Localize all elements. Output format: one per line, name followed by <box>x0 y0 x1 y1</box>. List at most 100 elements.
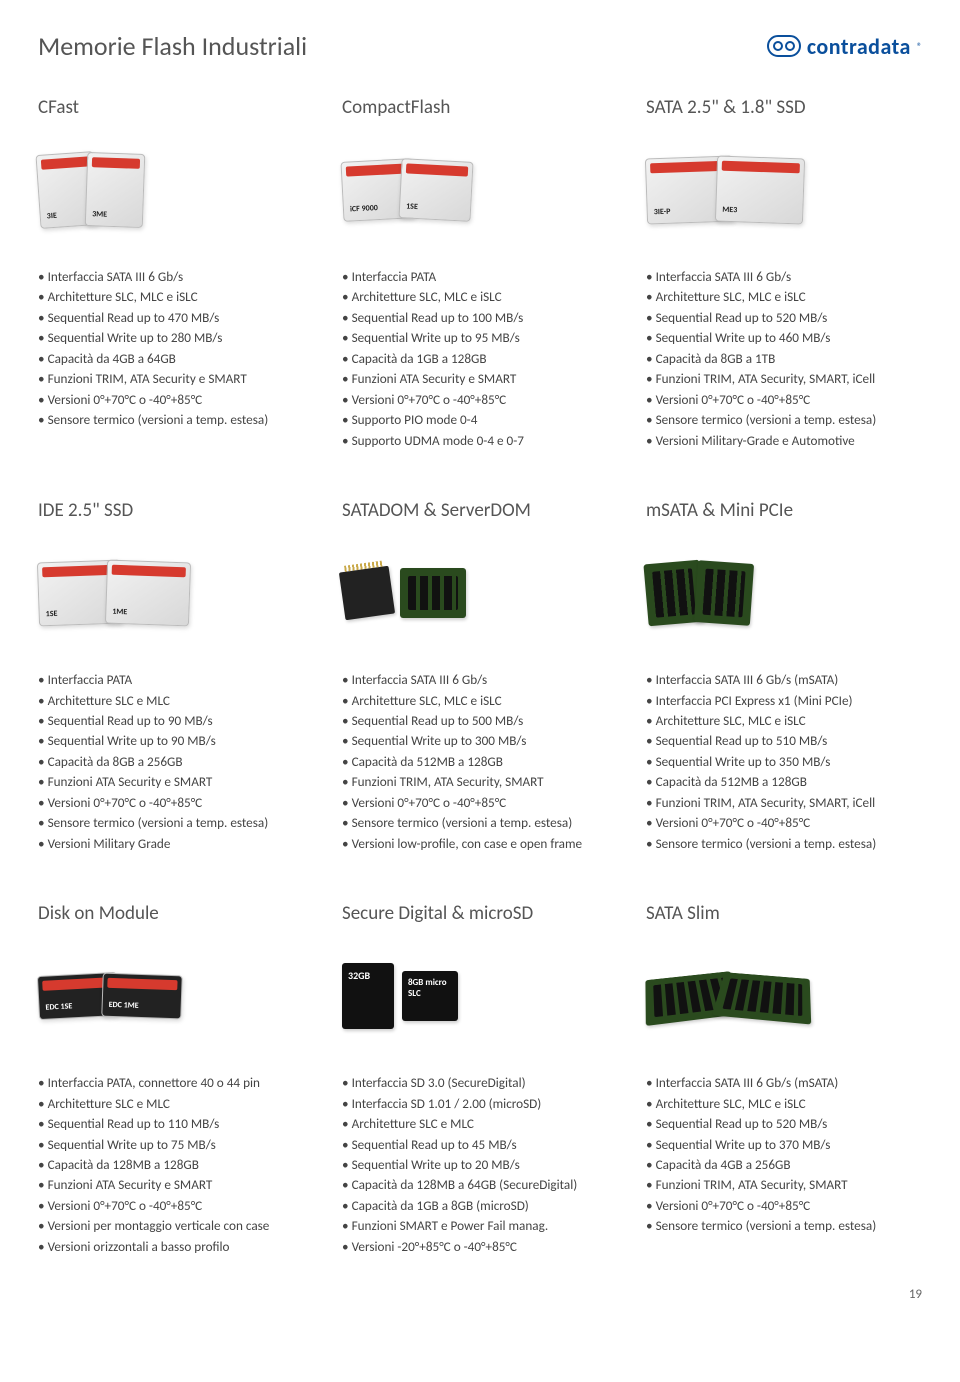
spec-item: Interfaccia SATA III 6 Gb/s <box>646 267 922 287</box>
spec-list: Interfaccia PATA Architetture SLC e MLC … <box>38 670 314 854</box>
product-image: 3IE-P ME3 <box>646 135 922 245</box>
spec-item: Funzioni TRIM, ATA Security, SMART, iCel… <box>646 793 922 813</box>
spec-list: Interfaccia SD 3.0 (SecureDigital) Inter… <box>342 1073 618 1257</box>
product-image: EDC 1SE EDC 1ME <box>38 941 314 1051</box>
spec-item: Sequential Read up to 500 MB/s <box>342 711 618 731</box>
spec-item: Capacità da 8GB a 256GB <box>38 752 314 772</box>
spec-list: Interfaccia SATA III 6 Gb/s (mSATA) Inte… <box>646 670 922 854</box>
product-image <box>646 538 922 648</box>
spec-item: Interfaccia SATA III 6 Gb/s <box>38 267 314 287</box>
spec-item: Architetture SLC, MLC e iSLC <box>646 1094 922 1114</box>
product-grid: CFast 3IE 3ME Interfaccia SATA III 6 Gb/… <box>38 96 922 1257</box>
spec-item: Architetture SLC, MLC e iSLC <box>342 287 618 307</box>
spec-item: Sequential Read up to 100 MB/s <box>342 308 618 328</box>
spec-item: Versioni 0°+70°C o -40°+85°C <box>342 793 618 813</box>
spec-item: Capacità da 512MB a 128GB <box>342 752 618 772</box>
spec-item: Funzioni TRIM, ATA Security, SMART <box>342 772 618 792</box>
spec-item: Capacità da 128MB a 64GB (SecureDigital) <box>342 1175 618 1195</box>
spec-item: Architetture SLC, MLC e iSLC <box>646 711 922 731</box>
product-image <box>342 538 618 648</box>
spec-item: Sequential Write up to 90 MB/s <box>38 731 314 751</box>
brand-name: contradata <box>807 33 911 60</box>
spec-item: Versioni 0°+70°C o -40°+85°C <box>342 390 618 410</box>
spec-item: Architetture SLC, MLC e iSLC <box>342 691 618 711</box>
spec-item: Versioni 0°+70°C o -40°+85°C <box>38 390 314 410</box>
spec-item: Sequential Write up to 20 MB/s <box>342 1155 618 1175</box>
spec-list: Interfaccia PATA Architetture SLC, MLC e… <box>342 267 618 451</box>
spec-item: Sequential Write up to 280 MB/s <box>38 328 314 348</box>
cell-sd: Secure Digital & microSD 32GB 8GB microS… <box>342 902 618 1257</box>
spec-item: Supporto PIO mode 0-4 <box>342 410 618 430</box>
header: Memorie Flash Industriali contradata ® <box>38 30 922 62</box>
cell-title: mSATA & Mini PCIe <box>646 499 922 522</box>
spec-item: Versioni 0°+70°C o -40°+85°C <box>646 390 922 410</box>
cell-title: Disk on Module <box>38 902 314 925</box>
spec-item: Sequential Read up to 510 MB/s <box>646 731 922 751</box>
spec-list: Interfaccia SATA III 6 Gb/s Architetture… <box>38 267 314 431</box>
spec-list: Interfaccia PATA, connettore 40 o 44 pin… <box>38 1073 314 1257</box>
spec-item: Funzioni ATA Security e SMART <box>38 1175 314 1195</box>
spec-item: Architetture SLC e MLC <box>38 1094 314 1114</box>
brand-icon <box>767 35 801 57</box>
cell-title: SATADOM & ServerDOM <box>342 499 618 522</box>
cell-title: SATA 2.5" & 1.8" SSD <box>646 96 922 119</box>
spec-item: Sequential Read up to 45 MB/s <box>342 1135 618 1155</box>
spec-item: Funzioni TRIM, ATA Security e SMART <box>38 369 314 389</box>
spec-item: Versioni Military Grade <box>38 834 314 854</box>
spec-item: Capacità da 8GB a 1TB <box>646 349 922 369</box>
cell-title: IDE 2.5" SSD <box>38 499 314 522</box>
spec-item: Sensore termico (versioni a temp. estesa… <box>342 813 618 833</box>
cell-msata: mSATA & Mini PCIe Interfaccia SATA III 6… <box>646 499 922 854</box>
page-title: Memorie Flash Industriali <box>38 30 307 62</box>
spec-item: Capacità da 1GB a 8GB (microSD) <box>342 1196 618 1216</box>
registered-mark: ® <box>917 40 922 53</box>
spec-item: Sensore termico (versioni a temp. estesa… <box>38 410 314 430</box>
spec-list: Interfaccia SATA III 6 Gb/s Architetture… <box>342 670 618 854</box>
spec-item: Interfaccia PATA <box>38 670 314 690</box>
spec-item: Architetture SLC, MLC e iSLC <box>38 287 314 307</box>
spec-item: Sequential Read up to 520 MB/s <box>646 308 922 328</box>
spec-item: Sensore termico (versioni a temp. estesa… <box>646 834 922 854</box>
product-image <box>646 941 922 1051</box>
product-image: 1SE 1ME <box>38 538 314 648</box>
spec-item: Versioni 0°+70°C o -40°+85°C <box>646 1196 922 1216</box>
page-number: 19 <box>38 1287 922 1302</box>
spec-item: Capacità da 4GB a 64GB <box>38 349 314 369</box>
spec-item: Versioni Military-Grade e Automotive <box>646 431 922 451</box>
spec-item: Funzioni ATA Security e SMART <box>38 772 314 792</box>
spec-item: Versioni low-profile, con case e open fr… <box>342 834 618 854</box>
spec-item: Sequential Write up to 300 MB/s <box>342 731 618 751</box>
cell-title: Secure Digital & microSD <box>342 902 618 925</box>
spec-item: Sequential Write up to 350 MB/s <box>646 752 922 772</box>
spec-item: Sequential Write up to 460 MB/s <box>646 328 922 348</box>
spec-item: Sequential Write up to 95 MB/s <box>342 328 618 348</box>
spec-item: Sequential Read up to 110 MB/s <box>38 1114 314 1134</box>
cell-sata-slim: SATA Slim Interfaccia SATA III 6 Gb/s (m… <box>646 902 922 1257</box>
spec-item: Sequential Read up to 470 MB/s <box>38 308 314 328</box>
spec-item: Interfaccia SD 1.01 / 2.00 (microSD) <box>342 1094 618 1114</box>
spec-item: Architetture SLC e MLC <box>38 691 314 711</box>
spec-item: Architetture SLC e MLC <box>342 1114 618 1134</box>
spec-item: Funzioni ATA Security e SMART <box>342 369 618 389</box>
spec-list: Interfaccia SATA III 6 Gb/s Architetture… <box>646 267 922 451</box>
spec-item: Sensore termico (versioni a temp. estesa… <box>646 1216 922 1236</box>
cell-sata-ssd: SATA 2.5" & 1.8" SSD 3IE-P ME3 Interfacc… <box>646 96 922 451</box>
spec-item: Funzioni SMART e Power Fail manag. <box>342 1216 618 1236</box>
spec-item: Versioni 0°+70°C o -40°+85°C <box>38 1196 314 1216</box>
cell-title: CFast <box>38 96 314 119</box>
cell-compactflash: CompactFlash iCF 9000 1SE Interfaccia PA… <box>342 96 618 451</box>
spec-item: Funzioni TRIM, ATA Security, SMART <box>646 1175 922 1195</box>
spec-item: Interfaccia SD 3.0 (SecureDigital) <box>342 1073 618 1093</box>
product-image: iCF 9000 1SE <box>342 135 618 245</box>
spec-item: Sequential Read up to 520 MB/s <box>646 1114 922 1134</box>
cell-cfast: CFast 3IE 3ME Interfaccia SATA III 6 Gb/… <box>38 96 314 451</box>
cell-satadom: SATADOM & ServerDOM Interfaccia SATA III… <box>342 499 618 854</box>
spec-item: Interfaccia PATA <box>342 267 618 287</box>
spec-item: Capacità da 128MB a 128GB <box>38 1155 314 1175</box>
spec-item: Capacità da 4GB a 256GB <box>646 1155 922 1175</box>
spec-item: Versioni 0°+70°C o -40°+85°C <box>38 793 314 813</box>
spec-item: Capacità da 1GB a 128GB <box>342 349 618 369</box>
spec-item: Interfaccia SATA III 6 Gb/s <box>342 670 618 690</box>
spec-item: Sequential Read up to 90 MB/s <box>38 711 314 731</box>
spec-list: Interfaccia SATA III 6 Gb/s (mSATA) Arch… <box>646 1073 922 1237</box>
